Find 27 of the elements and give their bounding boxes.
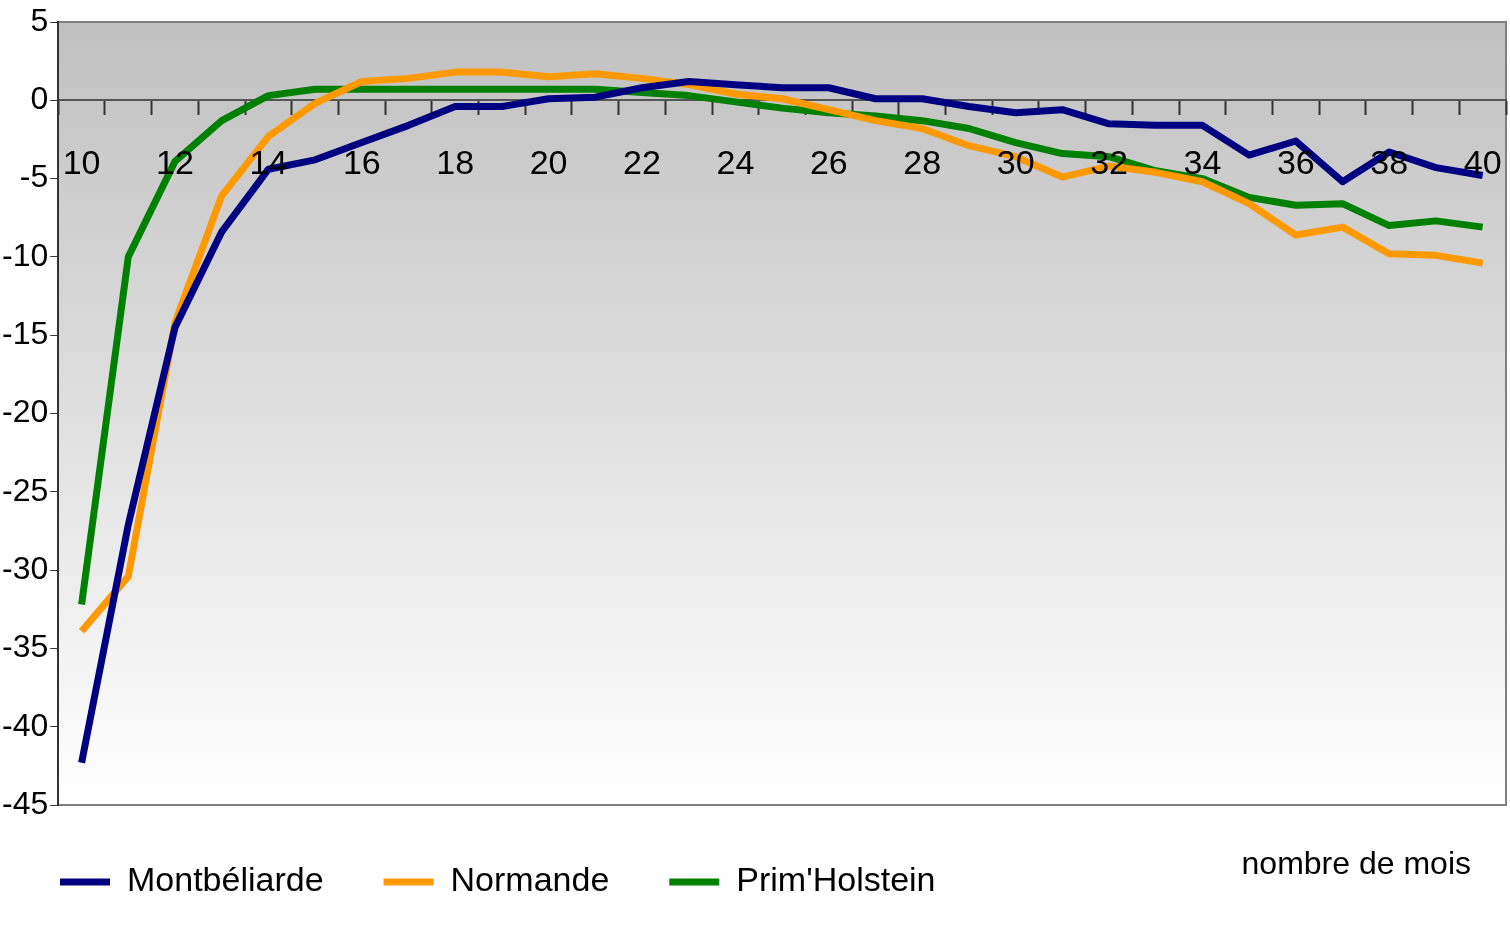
x-tick-label: 20 [529, 142, 568, 181]
x-axis-title: nombre de mois [1241, 844, 1471, 881]
y-tick-label: -40 [2, 706, 49, 743]
x-tick-label: 26 [809, 142, 848, 181]
x-tick-label: 40 [1463, 142, 1502, 181]
x-tick-label: 16 [342, 142, 381, 181]
y-tick-label: 0 [30, 80, 49, 117]
x-tick-label: 18 [436, 142, 475, 181]
legend-label: Prim'Holstein [736, 860, 936, 899]
x-tick-label: 32 [1090, 142, 1128, 181]
x-tick-label: 28 [903, 142, 942, 181]
x-tick-label: 10 [62, 142, 101, 181]
legend-label: Montbéliarde [127, 860, 324, 899]
x-tick-label: 36 [1276, 142, 1315, 181]
y-tick-label: 5 [30, 1, 49, 38]
y-tick-label: -30 [2, 549, 49, 586]
x-tick-label: 24 [716, 142, 755, 181]
y-tick-label: -5 [19, 158, 49, 195]
y-tick-label: -45 [2, 784, 49, 821]
y-tick-label: -25 [2, 471, 49, 508]
y-tick-label: -10 [2, 236, 49, 273]
x-tick-label: 22 [623, 142, 661, 181]
y-tick-label: -35 [2, 628, 49, 665]
y-tick-label: -15 [2, 315, 49, 352]
y-tick-label: -20 [2, 393, 49, 430]
legend-label: Normande [450, 860, 610, 899]
x-tick-label: 34 [1183, 142, 1222, 181]
